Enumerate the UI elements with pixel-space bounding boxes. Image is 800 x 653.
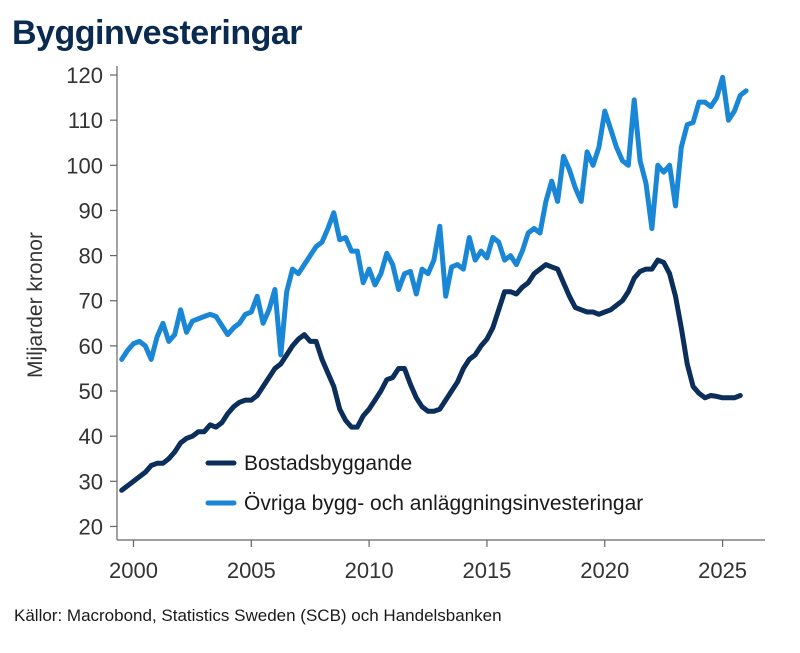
y-tick-label: 90: [79, 198, 103, 223]
x-tick-label: 2015: [462, 558, 511, 583]
line-chart: 20 30 40 50 60 70 80 90 100 110 120 2000 2005 2010 201…: [24, 63, 765, 583]
y-tick-label: 120: [66, 63, 103, 88]
legend-label: Övriga bygg- och anläggningsinvesteringa…: [244, 492, 643, 515]
x-tick-label: 2020: [580, 558, 629, 583]
series-line-ovriga-investeringar: [119, 74, 749, 362]
x-tick-label: 2025: [698, 558, 747, 583]
y-tick-label: 70: [79, 289, 103, 314]
source-note: Källor: Macrobond, Statistics Sweden (SC…: [14, 606, 502, 625]
y-tick-label: 60: [79, 334, 103, 359]
y-tick-label: 110: [68, 108, 103, 133]
x-tick-label: 2000: [109, 558, 158, 583]
chart-series: [119, 74, 749, 493]
chart-title: Bygginvesteringar: [12, 14, 303, 52]
y-tick-label: 50: [79, 379, 103, 404]
series-line-bostadsbyggande: [119, 257, 743, 493]
chart-legend: Bostadsbyggande Övriga bygg- och anläggni…: [205, 452, 643, 515]
chart-axes: 20 30 40 50 60 70 80 90 100 110 120 2000 2005 2010 201…: [66, 63, 765, 583]
y-tick-label: 20: [79, 514, 103, 539]
x-tick-label: 2005: [227, 558, 276, 583]
x-tick-label: 2010: [345, 558, 394, 583]
y-tick-label: 80: [79, 244, 103, 269]
y-axis-label: Miljarder kronor: [24, 232, 47, 378]
y-tick-label: 40: [79, 424, 103, 449]
y-tick-label: 30: [79, 469, 103, 494]
y-tick-label: 100: [66, 153, 103, 178]
legend-label: Bostadsbyggande: [244, 452, 412, 475]
